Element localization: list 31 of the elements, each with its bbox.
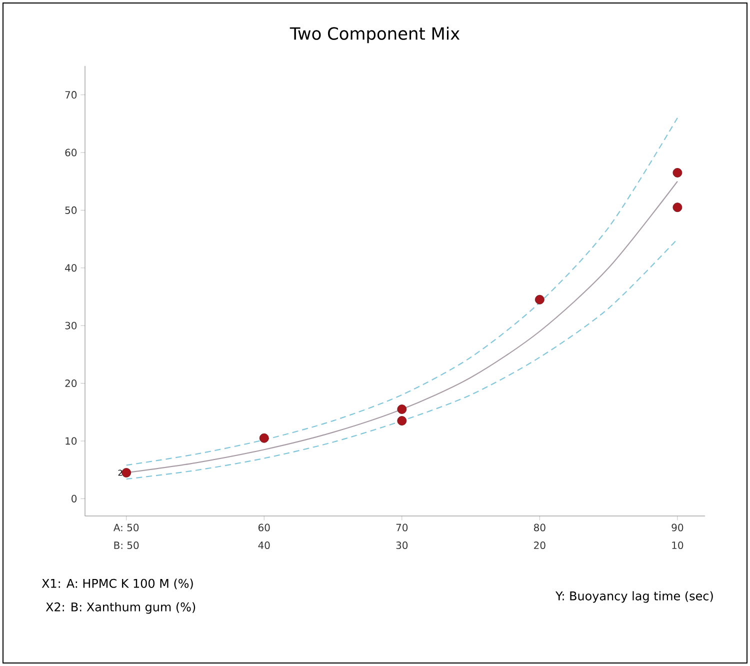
y-tick-label: 50: [65, 206, 77, 214]
x-tick-label: 70: [396, 524, 408, 532]
x-tick-label: A: 50: [114, 524, 139, 532]
point: [259, 433, 269, 443]
y-tick-label: 30: [65, 322, 77, 330]
x2-tick-label: B: 50: [114, 541, 139, 550]
point: [122, 468, 132, 478]
y-tick-label: 70: [65, 91, 77, 99]
x-axis-title: X1: A: HPMC K 100 M (%): [42, 578, 193, 590]
x-tick-label: 90: [672, 524, 684, 532]
line-series: [126, 238, 678, 480]
point: [672, 168, 682, 178]
y-tick-label: 20: [65, 380, 77, 388]
x2-tick-label: 10: [672, 541, 684, 550]
point: [672, 202, 682, 212]
x2-tick-label: 30: [396, 541, 408, 550]
x2-tick-label: 20: [534, 541, 546, 550]
y-tick-label: 10: [66, 437, 77, 445]
y-tick-label: 0: [72, 494, 77, 502]
point: [397, 416, 407, 426]
y-tick-label: 60: [65, 148, 77, 156]
x-tick-label: 60: [258, 524, 270, 532]
point: [397, 404, 407, 414]
x2-tick-label: 40: [258, 541, 270, 550]
y-tick-label: 40: [65, 264, 77, 272]
x2-axis-title: X2: B: Xanthum gum (%): [46, 602, 196, 614]
text: Y: Buoyancy lag time (sec): [555, 591, 713, 603]
x-tick-label: 80: [534, 524, 546, 532]
chart-title: Two Component Mix: [290, 26, 460, 44]
point: [534, 294, 544, 304]
line-series: [126, 117, 678, 466]
